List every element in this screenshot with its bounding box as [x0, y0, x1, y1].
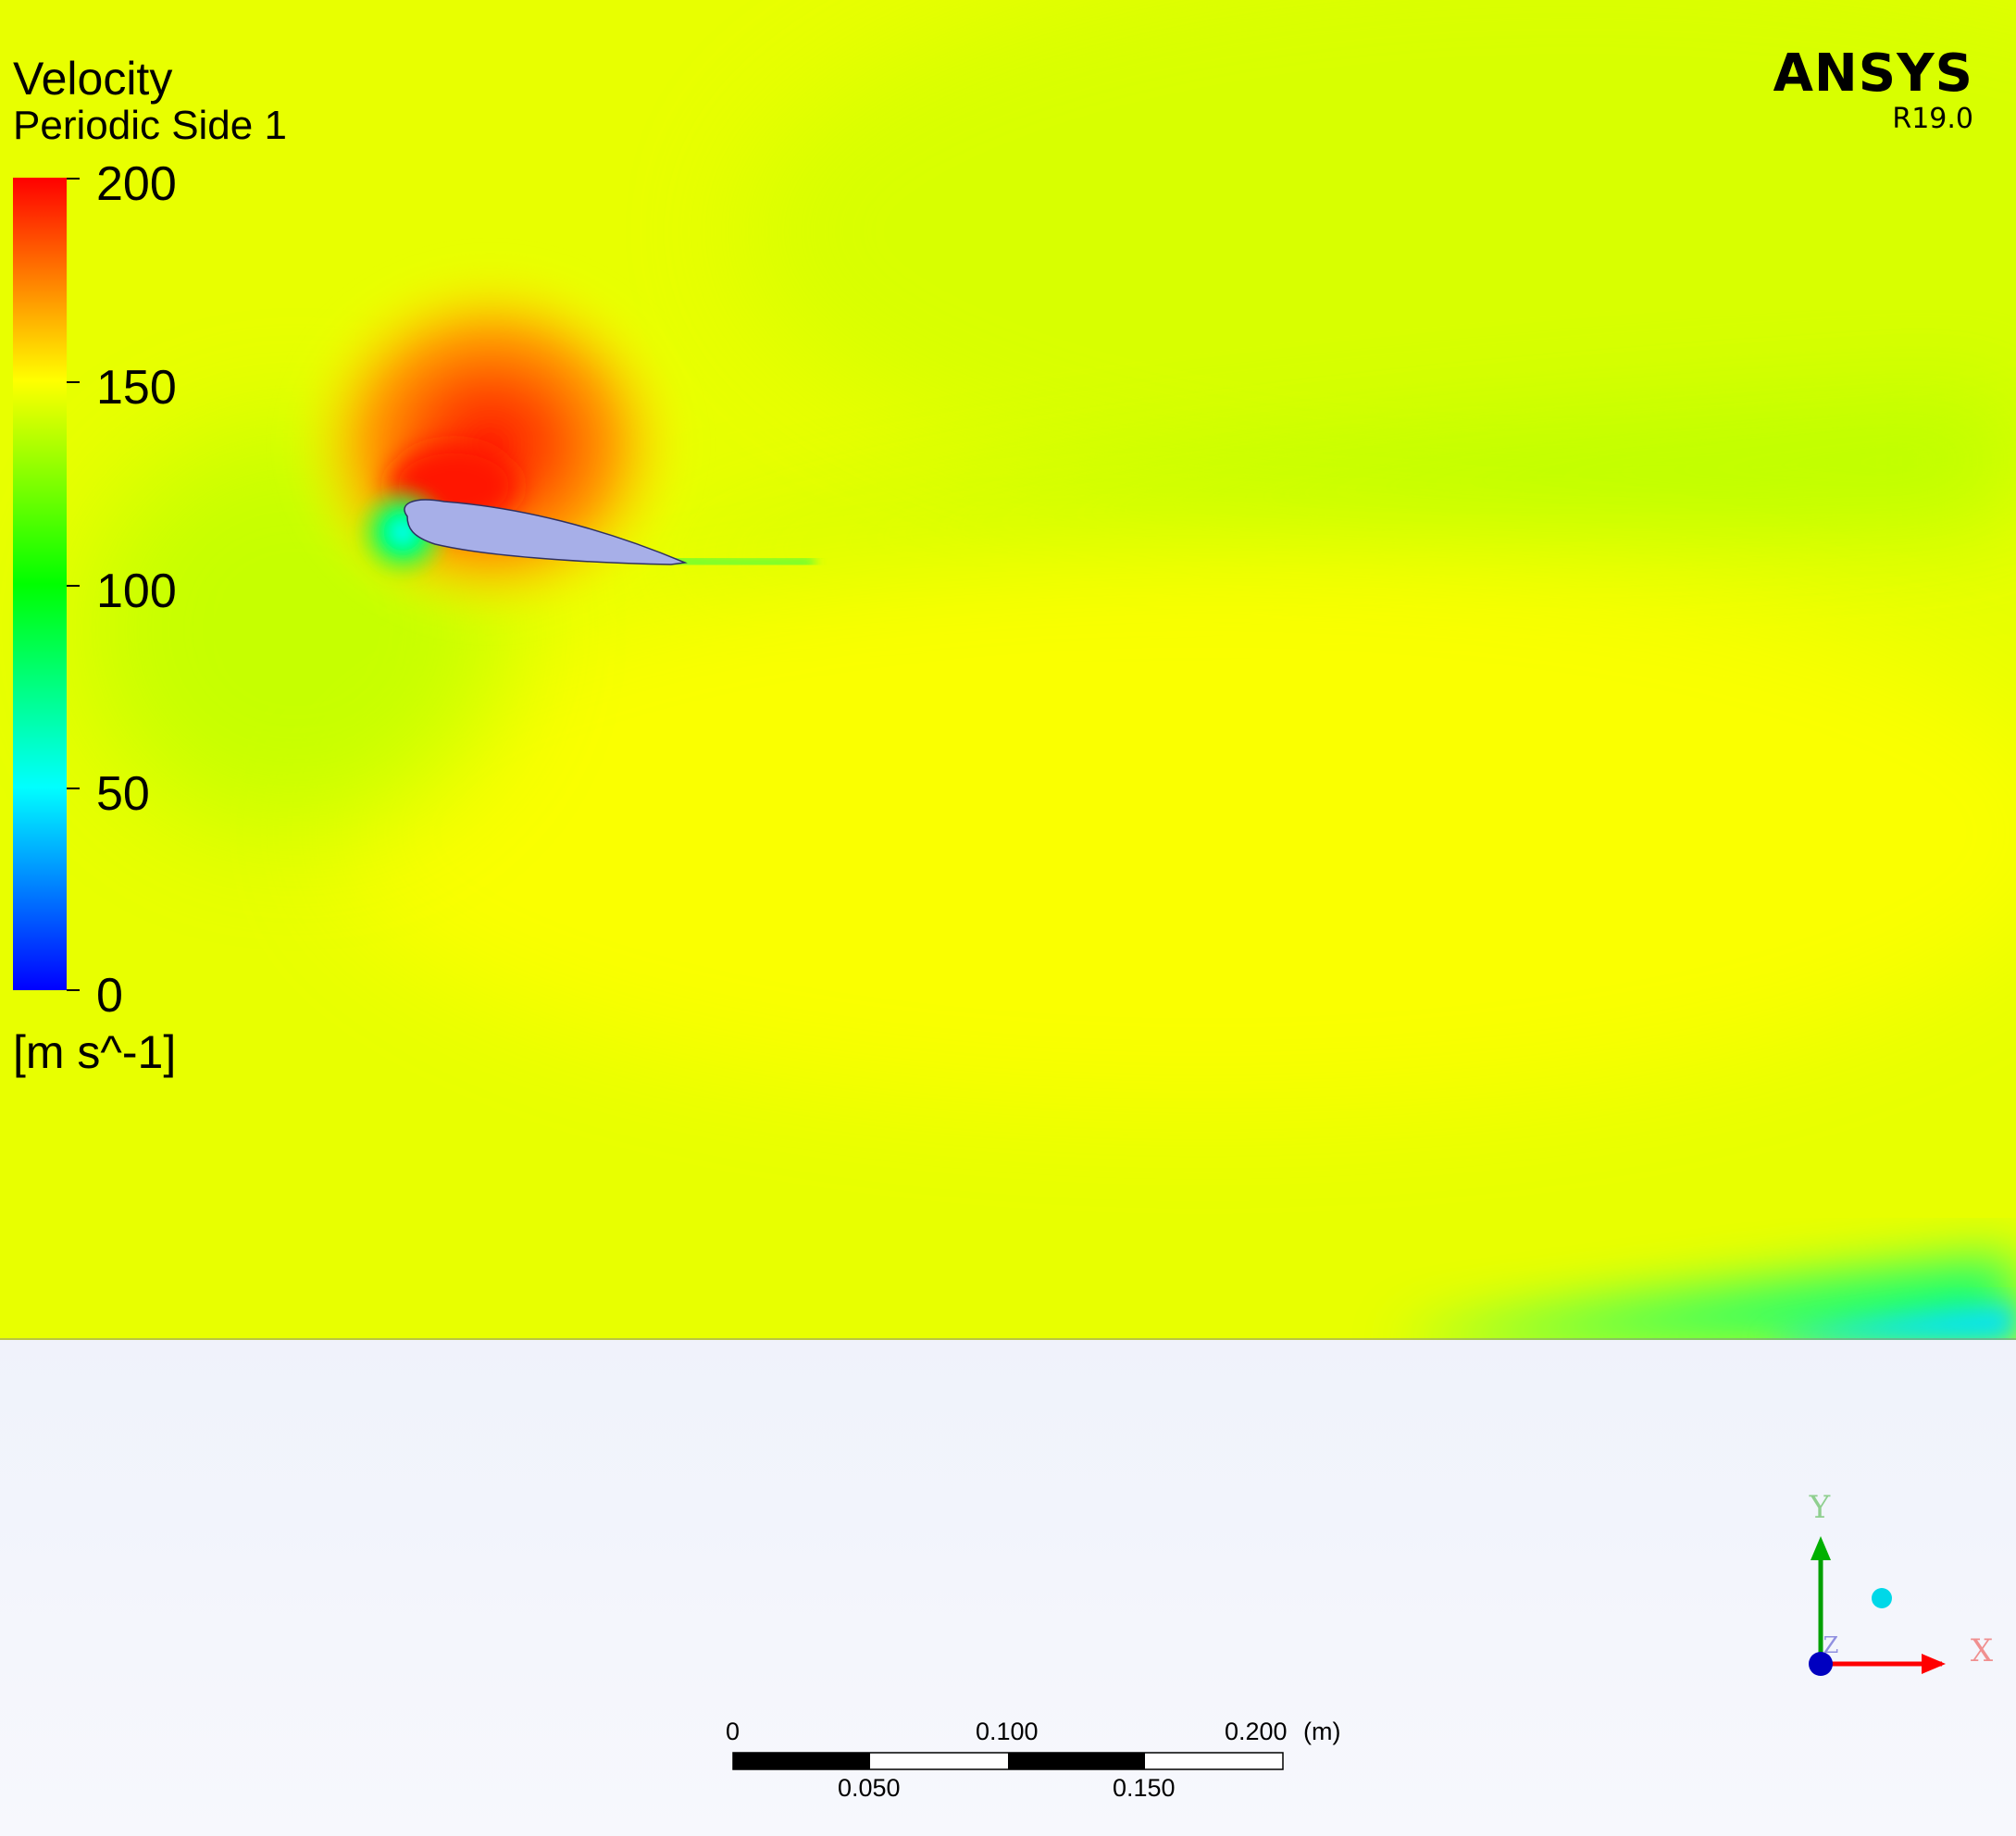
legend-units: [m s^-1] — [13, 1026, 177, 1078]
legend-tick-label: 50 — [96, 767, 150, 821]
brand-version: R19.0 — [1892, 103, 1973, 135]
legend-colorbar — [13, 178, 67, 990]
scale-label: 0 — [726, 1718, 740, 1745]
legend-tick-mark — [67, 585, 80, 587]
legend-tick-label: 100 — [96, 564, 177, 618]
brand-logo: ANSYS R19.0 — [1773, 48, 1973, 133]
legend-tick-mark — [67, 178, 80, 180]
y-axis-label: Y — [1809, 1489, 1831, 1526]
legend-tick-mark — [67, 989, 80, 991]
velocity-contour-plot — [0, 0, 2016, 1340]
scale-label: 0.100 — [976, 1718, 1039, 1745]
legend-tick-mark — [67, 381, 80, 383]
scale-label: 0.150 — [1113, 1774, 1176, 1802]
legend-tick-label: 150 — [96, 361, 177, 415]
legend-title: Velocity — [13, 53, 173, 105]
x-axis-label: X — [1971, 1632, 1994, 1669]
view-center-dot — [1872, 1588, 1892, 1608]
scale-bar-segment — [1008, 1753, 1145, 1769]
airfoil — [404, 499, 688, 565]
scale-units: (m) — [1303, 1718, 1341, 1745]
legend-tick-label: 200 — [96, 157, 177, 211]
legend-tick-mark — [67, 788, 80, 789]
y-axis-arrowhead — [1811, 1536, 1831, 1560]
scale-label: 0.050 — [838, 1774, 901, 1802]
scale-bar-segment — [733, 1753, 870, 1769]
z-axis-label: Z — [1823, 1632, 1839, 1658]
scale-label: 0.200 — [1225, 1718, 1288, 1745]
z-axis-dot — [1809, 1652, 1833, 1676]
legend-tick-label: 0 — [96, 969, 123, 1023]
x-axis-arrowhead — [1922, 1654, 1946, 1674]
legend-subtitle: Periodic Side 1 — [13, 103, 287, 148]
contour-viewport[interactable]: Velocity Periodic Side 1 200 150 100 50 … — [0, 0, 2016, 1340]
axis-triad-graphic: Y X Z — [1809, 1489, 1994, 1676]
brand-name: ANSYS — [1773, 43, 1973, 104]
axis-triad[interactable]: Y X Z — [1786, 1471, 2009, 1693]
